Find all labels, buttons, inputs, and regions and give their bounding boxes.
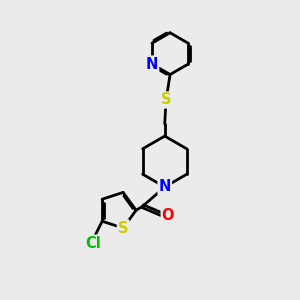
Text: N: N: [158, 179, 171, 194]
Text: S: S: [161, 92, 171, 107]
Text: S: S: [118, 220, 128, 236]
Text: Cl: Cl: [85, 236, 101, 251]
Text: N: N: [146, 57, 158, 72]
Text: O: O: [162, 208, 174, 223]
